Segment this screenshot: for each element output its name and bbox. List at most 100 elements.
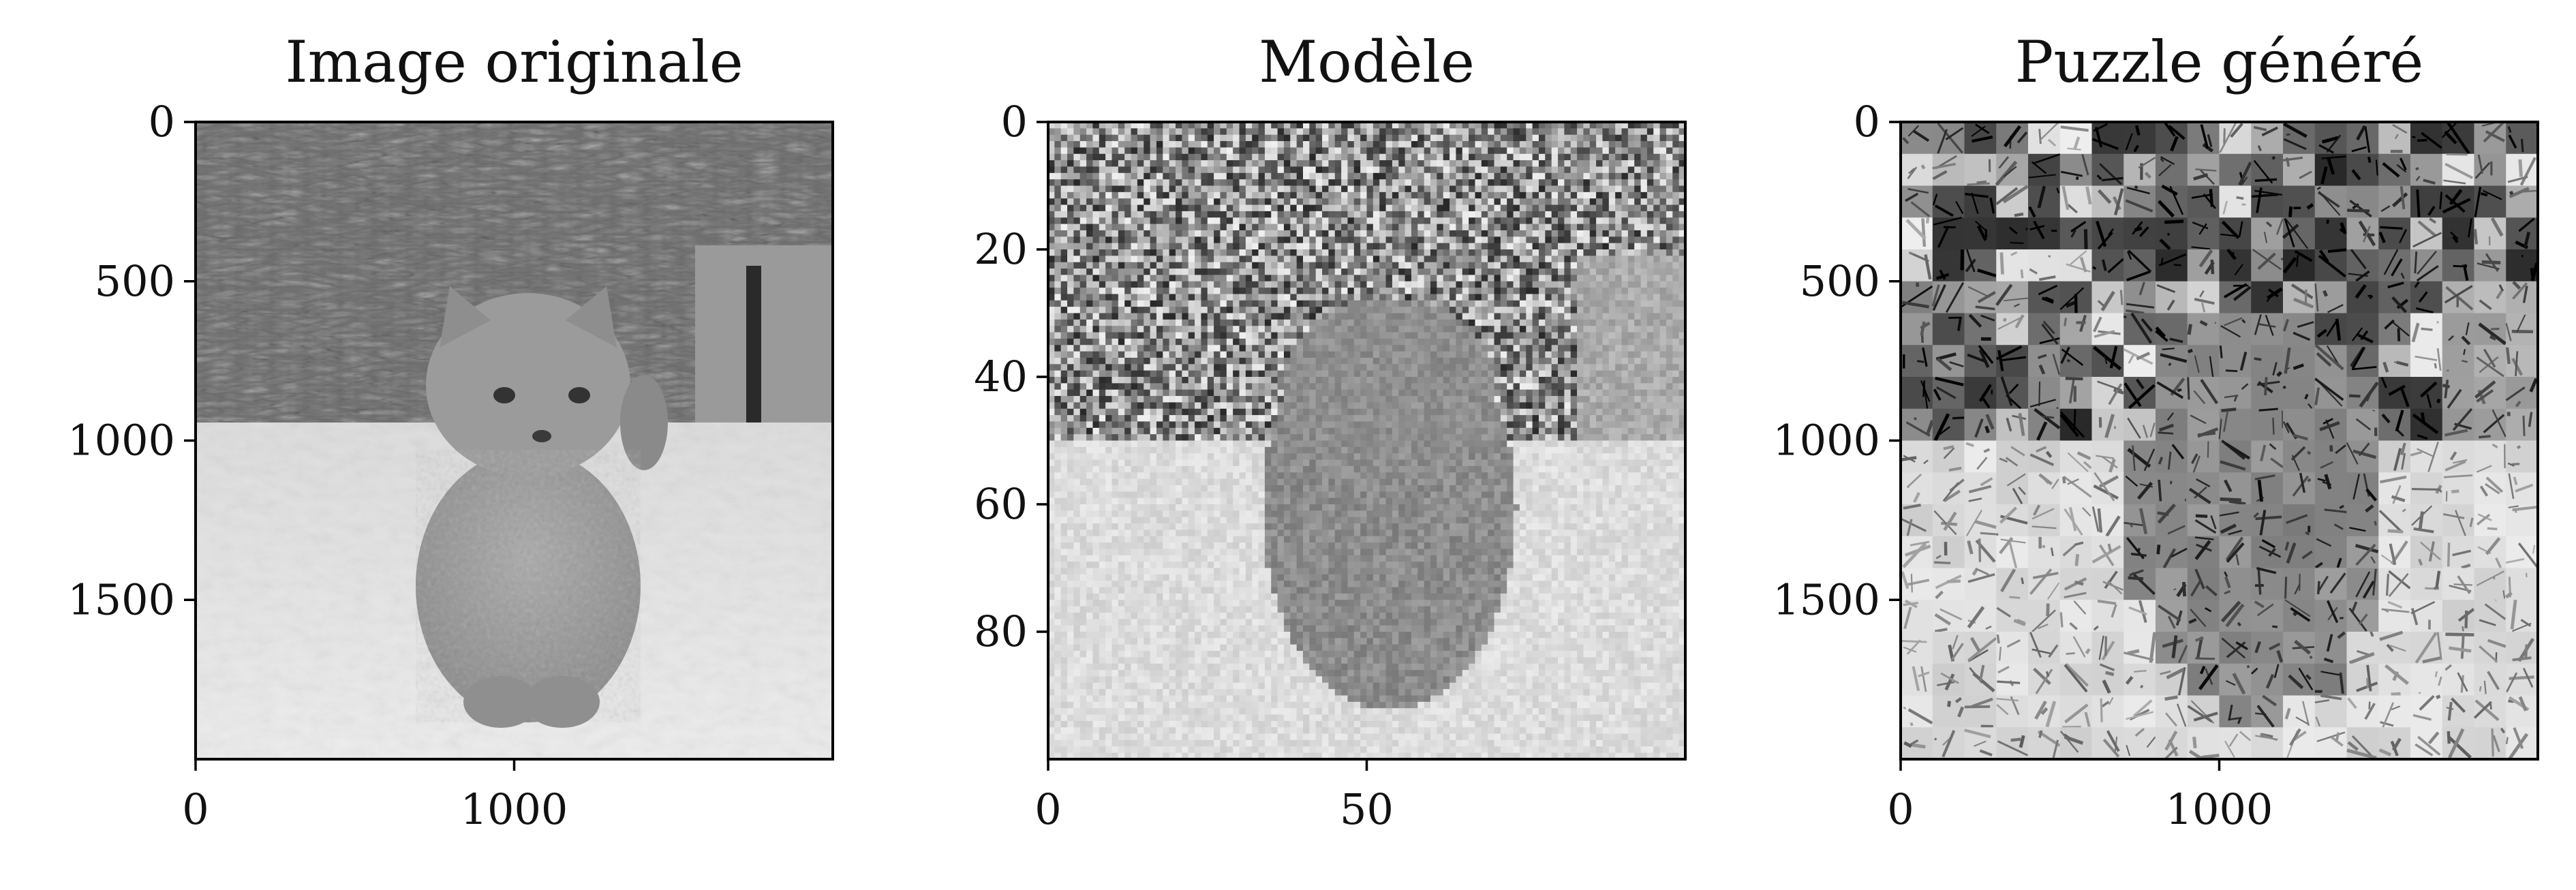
model-pixel xyxy=(1092,396,1100,403)
model-pixel xyxy=(1111,326,1119,333)
model-pixel xyxy=(1621,357,1629,365)
model-pixel xyxy=(1551,122,1559,129)
model-pixel xyxy=(1309,204,1317,212)
model-pixel xyxy=(1596,281,1604,288)
model-pixel xyxy=(1526,377,1533,384)
model-pixel xyxy=(1608,396,1616,403)
model-pixel xyxy=(1258,191,1266,199)
model-pixel xyxy=(1086,357,1094,365)
model-pixel xyxy=(1437,313,1444,320)
model-pixel xyxy=(1195,122,1201,129)
model-pixel xyxy=(1558,402,1565,410)
model-pixel xyxy=(1659,122,1667,129)
model-pixel xyxy=(1322,313,1329,320)
model-pixel xyxy=(1169,408,1176,416)
model-pixel xyxy=(1417,153,1425,161)
model-pixel xyxy=(1678,421,1685,429)
model-pixel xyxy=(1437,357,1444,365)
model-pixel xyxy=(1640,288,1648,295)
model-pixel xyxy=(1086,198,1094,206)
model-pixel xyxy=(1156,230,1163,237)
model-pixel xyxy=(1233,408,1240,416)
model-pixel xyxy=(1188,191,1195,199)
model-pixel xyxy=(1341,153,1349,161)
model-pixel xyxy=(1214,389,1221,397)
model-pixel xyxy=(1577,147,1584,155)
model-pixel xyxy=(1494,179,1501,187)
model-pixel xyxy=(1086,230,1094,237)
model-pixel xyxy=(1666,427,1673,435)
model-pixel xyxy=(1150,166,1157,174)
model-pixel xyxy=(1513,300,1520,307)
model-pixel xyxy=(1385,249,1393,256)
model-pixel xyxy=(1577,351,1584,358)
model-pixel xyxy=(1156,211,1163,218)
model-pixel xyxy=(1214,281,1221,288)
model-pixel xyxy=(1405,153,1412,161)
model-pixel xyxy=(1538,288,1546,295)
model-pixel xyxy=(1405,198,1412,206)
model-pixel xyxy=(1073,160,1081,168)
model-pixel xyxy=(1488,377,1495,384)
model-pixel xyxy=(1608,427,1616,435)
model-pixel xyxy=(1360,415,1368,423)
model-pixel xyxy=(1494,224,1501,231)
model-pixel xyxy=(1233,230,1240,237)
model-pixel xyxy=(1653,294,1661,301)
model-pixel xyxy=(1589,300,1597,307)
model-pixel xyxy=(1233,262,1240,269)
model-pixel xyxy=(1621,204,1629,212)
model-pixel xyxy=(1634,326,1642,333)
model-pixel xyxy=(1245,122,1253,129)
model-pixel xyxy=(1220,198,1227,206)
model-pixel xyxy=(1443,134,1450,142)
model-pixel xyxy=(1666,153,1673,161)
model-pixel xyxy=(1545,211,1552,218)
model-pixel xyxy=(1507,415,1514,423)
model-pixel xyxy=(1226,364,1233,371)
model-pixel xyxy=(1583,281,1591,288)
model-pixel xyxy=(1627,256,1635,263)
model-pixel xyxy=(1608,262,1616,269)
model-pixel xyxy=(1163,288,1170,295)
model-pixel xyxy=(1443,147,1450,155)
model-pixel xyxy=(1111,408,1119,416)
model-pixel xyxy=(1131,204,1138,212)
model-pixel xyxy=(1583,396,1591,403)
model-pixel xyxy=(1621,364,1629,371)
model-pixel xyxy=(1659,345,1667,352)
model-pixel xyxy=(1615,275,1623,282)
model-pixel xyxy=(1073,275,1081,282)
model-pixel xyxy=(1627,249,1635,256)
model-pixel xyxy=(1347,166,1355,174)
model-pixel xyxy=(1309,160,1317,168)
model-pixel xyxy=(1092,198,1100,206)
model-pixel xyxy=(1118,243,1125,250)
model-pixel xyxy=(1048,319,1055,326)
model-pixel xyxy=(1048,351,1055,358)
model-pixel xyxy=(1392,128,1399,136)
model-pixel xyxy=(1226,191,1233,199)
model-pixel xyxy=(1513,319,1520,326)
model-pixel xyxy=(1424,262,1431,269)
model-pixel xyxy=(1073,396,1081,403)
model-pixel xyxy=(1169,230,1176,237)
model-pixel xyxy=(1456,128,1463,136)
model-pixel xyxy=(1551,256,1559,263)
model-pixel xyxy=(1156,128,1163,136)
model-pixel xyxy=(1188,357,1195,365)
model-pixel xyxy=(1111,166,1119,174)
model-pixel xyxy=(1048,415,1055,423)
model-pixel xyxy=(1608,281,1616,288)
model-pixel xyxy=(1577,319,1584,326)
model-pixel xyxy=(1048,377,1055,384)
model-pixel xyxy=(1105,134,1113,142)
model-pixel xyxy=(1596,204,1604,212)
model-pixel xyxy=(1073,172,1081,180)
model-pixel xyxy=(1086,338,1094,346)
model-pixel xyxy=(1079,147,1087,155)
model-pixel xyxy=(1079,421,1087,429)
model-pixel xyxy=(1303,396,1310,403)
model-pixel xyxy=(1519,236,1527,244)
model-pixel xyxy=(1195,160,1201,168)
